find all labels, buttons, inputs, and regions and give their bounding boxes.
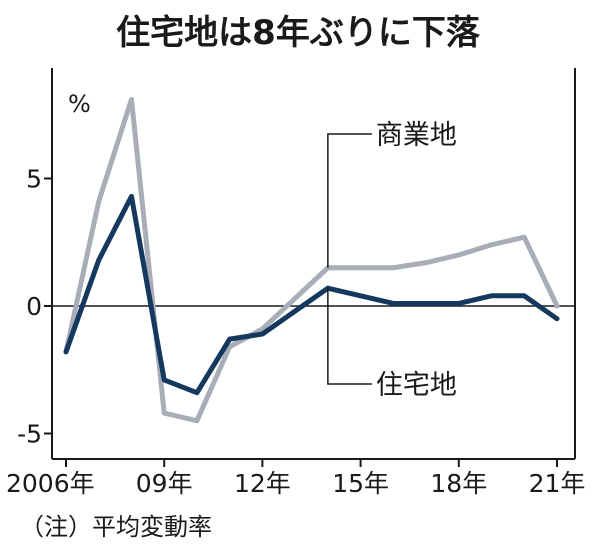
x-tick-label: 2006年	[6, 469, 95, 498]
chart-title: 住宅地は8年ぶりに下落	[116, 13, 481, 53]
chart-note: （注）平均変動率	[20, 513, 212, 541]
y-tick-label: 5	[26, 165, 42, 194]
series-line-residential	[63, 193, 560, 396]
axes	[44, 68, 576, 467]
x-tick-label: 18年	[430, 469, 487, 498]
leader-line-commercial	[327, 133, 372, 268]
y-tick-label: 0	[26, 292, 42, 321]
y-tick-label: -5	[17, 420, 42, 449]
series-lines	[63, 96, 560, 424]
leader-line-residential	[327, 288, 372, 385]
series-label-commercial: 商業地	[376, 120, 457, 151]
x-tick-label: 15年	[332, 469, 389, 498]
tick-labels: -5 0 5 2006年 09年 12年 15年 18年 21年	[6, 165, 585, 499]
series-label-residential: 住宅地	[376, 370, 457, 401]
y-unit-label: %	[68, 90, 91, 118]
x-tick-label: 09年	[136, 469, 193, 498]
series-line-commercial	[63, 96, 560, 424]
x-tick-label: 12年	[234, 469, 291, 498]
x-tick-label: 21年	[529, 469, 586, 498]
